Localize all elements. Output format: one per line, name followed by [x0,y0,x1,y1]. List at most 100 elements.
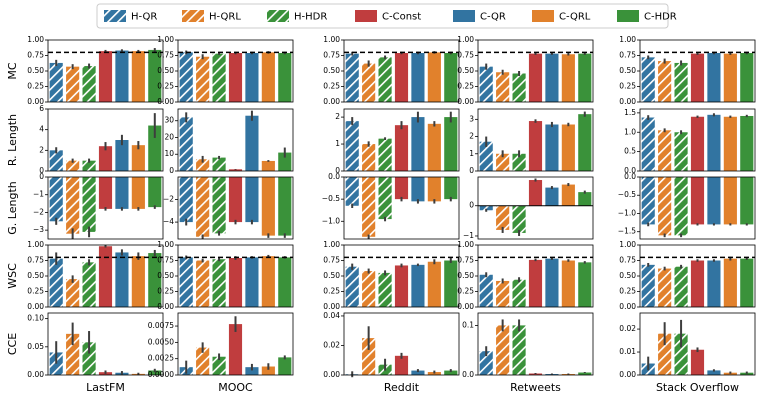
y-tick-label: 1.00 [619,240,636,249]
bar [427,123,441,171]
legend-label: C-QRL [559,12,591,23]
y-tick-label: 1.5 [624,108,636,117]
y-tick-label: 0.25 [323,287,340,296]
y-tick-label: −4 [163,217,174,226]
y-tick-label: 0.01 [619,347,636,356]
bar [245,177,259,223]
y-tick-label: 0 [169,166,174,175]
bar [479,141,493,171]
legend-label: C-QR [480,12,506,23]
bar [707,114,721,171]
bar [561,54,575,102]
bar [545,124,559,171]
y-tick-label: 0.75 [457,256,474,265]
legend-swatch [532,10,554,22]
bar [394,125,409,171]
legend-swatch [267,10,289,22]
y-tick-label: 1.00 [323,240,340,249]
y-tick-label: 0.25 [157,82,174,91]
bar [115,140,129,171]
bar [196,260,210,307]
y-tick-label: 0.00 [619,302,636,311]
axes-frame [177,39,294,103]
y-tick-label: 1.00 [157,240,174,249]
bar [82,342,96,375]
bar [362,63,376,102]
y-tick-label: 0 [469,201,474,210]
y-tick-label: 30 [164,116,174,125]
axes-frame [47,244,164,308]
y-tick-label: 0.25 [323,82,340,91]
bar [278,357,292,375]
y-tick-label: 0.05 [27,342,44,351]
axes-frame [177,108,294,172]
bar [278,152,292,171]
y-tick-label: 20 [164,132,174,141]
bar [641,177,655,225]
bar [394,177,409,200]
y-tick-label: 4 [39,125,44,134]
column-label: Stack Overflow [656,381,739,394]
bar [261,52,275,102]
y-tick-label: 0.50 [619,66,636,75]
bar [179,117,193,171]
axes-frame [639,312,756,376]
legend-label: C-HDR [644,12,677,23]
bar [148,125,162,171]
y-tick-label: −3 [33,225,44,234]
bar [196,177,210,237]
bar [148,177,162,208]
y-tick-label: 0.5 [624,147,636,156]
legend-swatch [182,10,204,22]
bar [378,177,392,220]
bar [245,367,259,375]
y-tick-label: 0.02 [323,340,340,349]
y-tick-label: 1.00 [323,35,340,44]
y-tick-label: 0.00 [323,370,340,379]
y-tick-label: 0.75 [323,256,340,265]
bar [707,260,721,307]
bar [212,259,226,307]
y-tick-label: 0.25 [619,82,636,91]
y-tick-label: 0.00 [157,97,174,106]
bar [707,53,721,102]
y-tick-label: −1.5 [618,227,636,236]
bar [82,262,96,307]
bar [115,252,129,307]
bar [658,268,672,307]
bar [674,266,688,307]
y-tick-label: 0.0075 [148,321,174,330]
y-tick-label: 1.00 [457,35,474,44]
y-tick-label: 0.10 [27,314,44,323]
y-tick-label: 3 [469,114,474,123]
y-tick-label: 0 [39,172,44,181]
bar [674,62,688,102]
bar [578,53,592,102]
bar [98,177,113,209]
bar [723,53,737,102]
axes-frame [477,108,594,172]
bar [196,347,210,375]
bar [444,370,458,375]
bar [98,146,113,171]
bar [179,52,193,102]
y-tick-label: 2 [469,132,474,141]
column-label: LastFM [86,381,125,394]
bar [411,177,425,202]
bar [411,53,425,102]
bar [512,153,526,171]
bar [228,324,243,375]
axes-frame [639,244,756,308]
bar [528,53,543,102]
y-tick-label: 0.0000 [148,370,174,379]
bar [82,177,96,232]
legend-label: H-QRL [209,12,241,23]
y-tick-label: −1 [33,190,44,199]
y-tick-label: 0 [335,166,340,175]
bar [261,366,275,375]
bar [512,279,526,307]
bar [66,66,80,102]
y-tick-label: 0.50 [323,66,340,75]
bar [496,280,510,307]
legend-box [96,3,669,29]
